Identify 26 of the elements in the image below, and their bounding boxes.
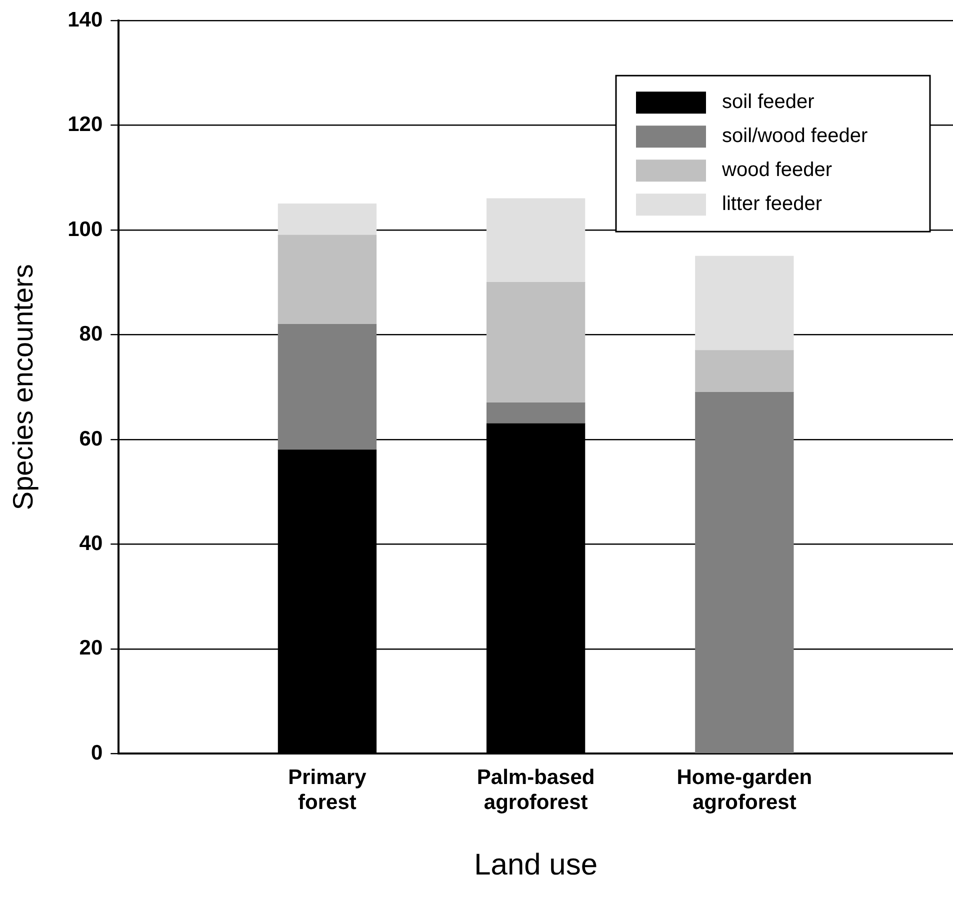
bar xyxy=(486,282,586,404)
legend-label: soil/wood feeder xyxy=(722,125,868,148)
y-tick-label: 60 xyxy=(79,427,103,450)
legend-label: wood feeder xyxy=(721,159,832,182)
bar xyxy=(695,392,794,754)
y-tick-label: 140 xyxy=(68,8,103,32)
legend-label: litter feeder xyxy=(722,193,822,216)
bar xyxy=(486,198,586,283)
y-tick-label: 80 xyxy=(79,322,103,346)
y-tick-label: 20 xyxy=(79,636,103,660)
y-axis-title: Species encounters xyxy=(8,264,39,510)
bar xyxy=(486,402,586,424)
y-tick-label: 40 xyxy=(79,532,103,555)
bar xyxy=(278,204,377,236)
bar xyxy=(278,324,377,450)
bar xyxy=(695,350,794,393)
x-tick-label: Palm-based agroforest xyxy=(476,766,595,814)
x-tick-label: Primary forest xyxy=(288,766,367,814)
x-tick-label: Home-garden agroforest xyxy=(676,766,812,814)
x-axis-title: Land use xyxy=(474,848,598,882)
bar xyxy=(695,256,794,351)
bar xyxy=(278,234,377,325)
y-tick-label: 0 xyxy=(90,741,103,764)
y-tick-label: 100 xyxy=(68,218,103,241)
y-tick-label: 120 xyxy=(68,113,103,136)
legend-label: soil feeder xyxy=(722,91,815,114)
